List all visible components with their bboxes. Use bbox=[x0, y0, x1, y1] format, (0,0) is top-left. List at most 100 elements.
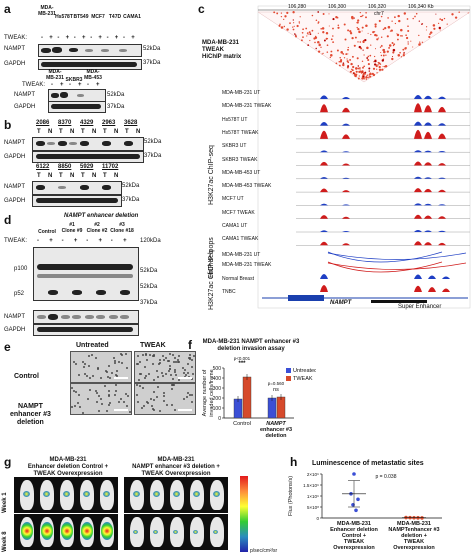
hichip-contact bbox=[301, 31, 304, 34]
hichip-contact bbox=[359, 41, 362, 43]
panel-a-size-52: 52kDa bbox=[143, 46, 161, 52]
panel-c-track-label: MCF7 UT bbox=[222, 196, 244, 203]
chip-peak bbox=[424, 203, 432, 206]
panel-c-scale-tick: 106,280 bbox=[288, 4, 307, 10]
chip-peak bbox=[320, 104, 328, 113]
nampt-gene-model bbox=[288, 295, 324, 301]
hichip-contact bbox=[307, 44, 310, 46]
hichip-contact bbox=[375, 65, 378, 68]
panel-c-track-label: SKBR3 TWEAK bbox=[222, 156, 258, 163]
hichip-contact bbox=[347, 46, 349, 49]
hichip-contact bbox=[317, 50, 321, 53]
f-y-axis-label: Average number of bbox=[202, 369, 208, 416]
chip-peak bbox=[414, 129, 422, 139]
hichip-contact bbox=[415, 12, 418, 15]
hichip-contact bbox=[320, 46, 322, 48]
panel-a-size-37-b: 37kDa bbox=[107, 104, 125, 110]
hichip-contact bbox=[336, 49, 339, 52]
hichip-contact bbox=[362, 75, 365, 78]
hichip-contact bbox=[380, 36, 383, 38]
hichip-contact bbox=[345, 53, 348, 56]
hichip-contact bbox=[369, 54, 372, 57]
panel-a-tweak-sign: + bbox=[98, 35, 102, 41]
panel-d-tweak-label: TWEAK: bbox=[4, 238, 28, 244]
panel-d-tweak-sign: - bbox=[110, 238, 113, 244]
hichip-contact bbox=[418, 20, 420, 22]
hichip-contact bbox=[366, 46, 369, 50]
hichip-contact bbox=[400, 28, 403, 32]
panel-c-track-label: Hs578T TWEAK bbox=[222, 129, 259, 136]
invasion-micrograph bbox=[134, 383, 196, 415]
hichip-contact bbox=[378, 68, 382, 72]
hichip-contact bbox=[382, 65, 384, 68]
hichip-contact bbox=[349, 30, 352, 33]
tissue-tracks bbox=[320, 274, 450, 292]
panel-c-track-label: MDA-MB-453 UT bbox=[222, 169, 261, 176]
hichip-contact bbox=[293, 25, 295, 27]
panel-a-tweak-sign-bottom: - bbox=[87, 82, 89, 88]
chip-peak bbox=[414, 161, 422, 166]
loop-arc bbox=[327, 262, 467, 270]
f-legend-swatch bbox=[286, 376, 291, 381]
panel-b-tn-label-bottom: T bbox=[81, 173, 85, 179]
panel-a-cell-line-bottom: SKBR3 bbox=[65, 77, 83, 83]
chip-peak bbox=[320, 241, 328, 246]
panel-d-tweak-sign: - bbox=[37, 238, 39, 244]
hichip-contact bbox=[406, 18, 409, 20]
chip-peak bbox=[424, 131, 432, 139]
hichip-contact bbox=[340, 51, 343, 54]
hichip-contact bbox=[296, 24, 299, 28]
tissue-peak bbox=[414, 274, 422, 279]
f-bar bbox=[242, 376, 252, 419]
f-y-tick-label: 100 bbox=[213, 406, 222, 412]
panel-a-gapdh-blot bbox=[38, 59, 142, 70]
panel-g-row-week8: Week 8 bbox=[2, 531, 8, 552]
hichip-contact bbox=[380, 45, 383, 47]
hichip-contact bbox=[386, 50, 389, 53]
panel-c-track-label: MCF7 TWEAK bbox=[222, 209, 255, 216]
ivis-image bbox=[124, 477, 228, 513]
hichip-contact bbox=[342, 62, 345, 64]
hichip-contact bbox=[407, 29, 410, 33]
hichip-contact bbox=[320, 28, 322, 30]
panel-c-chrom: chr7 bbox=[374, 11, 384, 17]
hichip-contact bbox=[397, 14, 400, 18]
hichip-contact bbox=[309, 33, 312, 35]
hichip-contact bbox=[358, 70, 361, 73]
panel-a-tweak-sign: - bbox=[57, 35, 60, 41]
chip-peak bbox=[342, 151, 350, 153]
panel-c-track-label: SKBR3 UT bbox=[222, 143, 247, 150]
h-pvalue: p = 0.038 bbox=[376, 474, 397, 480]
loop-arc bbox=[327, 251, 443, 263]
f-y-tick-label: 500 bbox=[213, 366, 222, 372]
tissue-peak bbox=[428, 287, 436, 292]
hichip-contact bbox=[421, 23, 423, 25]
chip-peak bbox=[320, 177, 328, 179]
hichip-contact bbox=[391, 42, 394, 44]
hichip-contact bbox=[380, 15, 383, 18]
hichip-contact bbox=[365, 78, 367, 80]
tissue-peak bbox=[428, 275, 436, 279]
hichip-contact bbox=[382, 49, 385, 52]
panel-c-chipseq2-group-label: H3K27ac ChIP-seq bbox=[208, 250, 215, 310]
hichip-contact bbox=[321, 53, 323, 55]
hichip-contact bbox=[359, 68, 361, 70]
hichip-contact bbox=[370, 44, 372, 46]
hichip-contact bbox=[379, 46, 382, 48]
panel-c-enhancer-label: Super Enhancer bbox=[398, 304, 442, 310]
hichip-contact bbox=[392, 51, 395, 54]
panel-d-tweak-sign: + bbox=[123, 238, 127, 244]
hichip-contact bbox=[429, 33, 431, 35]
chip-peak bbox=[342, 177, 350, 179]
panel-b-tn-label-bottom: N bbox=[92, 173, 97, 179]
tissue-peak bbox=[414, 285, 422, 292]
chip-peak bbox=[342, 243, 350, 246]
hichip-contact bbox=[329, 56, 331, 59]
panel-b-tn-label: T bbox=[59, 129, 63, 135]
hichip-contact bbox=[357, 19, 360, 22]
hichip-contact bbox=[394, 22, 397, 25]
panel-a-tweak-sign: - bbox=[73, 35, 76, 41]
panel-c-scale-tick: 106,340 Kb bbox=[408, 4, 434, 10]
hichip-contact bbox=[351, 36, 354, 40]
hichip-loops bbox=[327, 251, 467, 273]
